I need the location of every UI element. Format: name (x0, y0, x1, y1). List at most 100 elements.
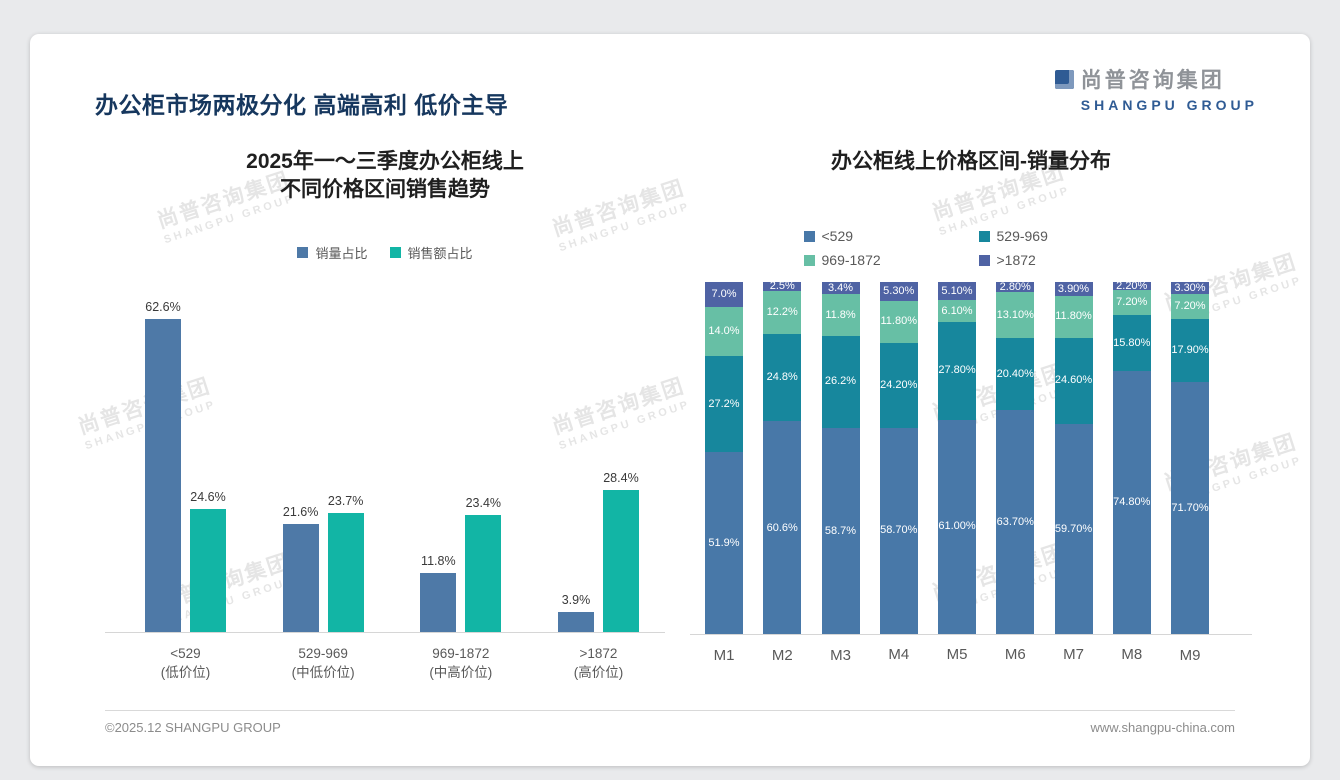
month-label: M4 (888, 646, 910, 664)
stacked-bar: 7.0% 14.0% 27.2% 51.9% (705, 282, 743, 635)
segment-<529: 60.6% (763, 421, 802, 635)
segment-value-label: 24.8% (766, 371, 798, 384)
segment-529-969: 20.40% (996, 338, 1035, 411)
category-tier: (高价位) (573, 665, 624, 681)
segment-value-label: 27.2% (708, 397, 740, 410)
segment-<529: 51.9% (705, 451, 743, 635)
month-label: M2 (771, 646, 793, 664)
bar-pair: 62.6% 24.6% (145, 274, 226, 632)
segment->1872: 3.30% (1171, 282, 1209, 294)
segment-value-label: 3.30% (1174, 281, 1206, 294)
bar-column: 23.7% (327, 494, 364, 632)
segment-969-1872: 13.10% (996, 292, 1035, 339)
bar-value-label: 3.9% (561, 593, 591, 608)
bar-销量占比 (145, 318, 181, 632)
segment-value-label: 2.80% (999, 280, 1031, 293)
x-axis-line (690, 634, 1252, 636)
segment-value-label: 6.10% (941, 304, 973, 317)
stacked-bar: 2.20% 7.20% 15.80% 74.80% (1112, 279, 1151, 635)
segment-969-1872: 6.10% (938, 300, 976, 322)
bar-column: 24.6% (190, 490, 226, 632)
bar-销售额占比 (602, 489, 639, 632)
category-label: <529 (低价位) (161, 644, 211, 683)
segment-value-label: 59.70% (1054, 522, 1093, 535)
segment->1872: 7.0% (705, 282, 743, 307)
segment-value-label: 5.10% (941, 284, 973, 297)
stacked-bar-chart-section: 办公柜线上价格区间-销量分布 <529 529-969 969-1872 >1872 … (690, 144, 1252, 664)
stacked-bar: 3.30% 7.20% 17.90% 71.70% (1171, 282, 1209, 635)
month-label: M7 (1063, 646, 1084, 664)
segment-<529: 58.7% (821, 428, 860, 635)
segment-value-label: 7.0% (711, 288, 737, 301)
segment-<529: 61.00% (938, 419, 976, 635)
bar-value-label: 11.8% (421, 553, 456, 568)
bar-value-label: 21.6% (282, 504, 319, 519)
segment-value-label: 74.80% (1113, 496, 1151, 509)
x-axis-line (105, 631, 665, 633)
segment->1872: 3.90% (1054, 282, 1093, 297)
left-chart-plot: 62.6% 24.6% <529 (低价位) 21.6% 23.7% 529-969 (中低价… (105, 274, 665, 683)
segment-value-label: 17.90% (1171, 344, 1209, 357)
bar-销量占比 (557, 612, 594, 632)
category-range: >1872 (579, 645, 618, 661)
category-range: <529 (170, 645, 201, 661)
segment-<529: 74.80% (1112, 371, 1151, 635)
stacked-bar: 3.4% 11.8% 26.2% 58.7% (821, 282, 860, 635)
category-range: 969-1872 (432, 645, 490, 661)
legend-swatch-icon (389, 246, 401, 258)
category-label: 529-969 (中低价位) (292, 644, 355, 683)
grouped-bar-chart-section: 2025年一～三季度办公柜线上 不同价格区间销售趋势 销量占比 销售额占比 62.… (105, 144, 665, 683)
legend-item-销量占比: 销量占比 (297, 243, 368, 262)
segment-value-label: 51.9% (708, 536, 740, 549)
segment-value-label: 11.80% (1055, 310, 1092, 323)
segment-529-969: 17.90% (1171, 319, 1209, 383)
segment-value-label: 58.7% (824, 524, 857, 537)
legend-label: <529 (821, 228, 854, 245)
company-logo: 尚普咨询集团 SHANGPU GROUP (1054, 64, 1258, 113)
bar-value-label: 23.4% (465, 495, 502, 510)
segment-value-label: 61.00% (938, 520, 976, 533)
segment-value-label: 15.80% (1113, 336, 1151, 349)
stacked-bar-group-M1: 7.0% 14.0% 27.2% 51.9% M1 (705, 282, 743, 664)
bar-group->1872: 3.9% 28.4% >1872 (高价位) (557, 274, 639, 683)
legend-label: 销售额占比 (407, 245, 473, 261)
segment-value-label: 7.20% (1174, 300, 1206, 313)
category-label: 969-1872 (中高价位) (429, 644, 492, 683)
segment->1872: 2.80% (996, 280, 1035, 293)
slide-card: 尚普咨询集团 SHANGPU GROUP 尚普咨询集团 SHANGPU GROUP 尚普… (30, 34, 1310, 766)
left-chart-title-line1: 2025年一～三季度办公柜线上 (246, 150, 524, 173)
segment-<529: 58.70% (879, 427, 918, 635)
bar-column: 23.4% (465, 495, 502, 632)
legend-label: 969-1872 (821, 252, 881, 269)
month-label: M8 (1121, 646, 1143, 664)
stacked-bars-row: 7.0% 14.0% 27.2% 51.9% M1 2.5% 12.2% 24.8% 60.6%… (690, 279, 1252, 664)
left-chart-title: 2025年一～三季度办公柜线上 不同价格区间销售趋势 (105, 148, 665, 205)
segment-969-1872: 11.80% (879, 300, 918, 343)
footer-website: www.shangpu-china.com (1090, 720, 1235, 735)
segment-<529: 71.70% (1171, 382, 1209, 635)
segment-value-label: 12.2% (766, 306, 798, 319)
bar-销售额占比 (465, 514, 502, 632)
stacked-bar-group-M7: 3.90% 11.80% 24.60% 59.70% M7 (1054, 282, 1093, 664)
segment-529-969: 15.80% (1112, 315, 1151, 372)
category-label: >1872 (高价位) (574, 644, 624, 683)
slide-footer: ©2025.12 SHANGPU GROUP www.shangpu-china… (105, 710, 1235, 735)
logo-mark-icon (1054, 69, 1074, 89)
bar-column: 62.6% (145, 300, 181, 632)
bar-销售额占比 (190, 508, 226, 632)
footer-copyright: ©2025.12 SHANGPU GROUP (105, 720, 281, 735)
logo-text-cn: 尚普咨询集团 (1080, 69, 1225, 92)
segment-value-label: 26.2% (824, 375, 857, 388)
segment-value-label: 24.20% (880, 378, 918, 391)
bar-group-529-969: 21.6% 23.7% 529-969 (中低价位) (282, 274, 364, 683)
bar-column: 11.8% (420, 553, 457, 632)
month-label: M5 (946, 646, 968, 664)
segment-value-label: 27.80% (938, 364, 976, 377)
month-label: M1 (713, 646, 735, 664)
segment-969-1872: 7.20% (1112, 290, 1151, 316)
legend-swatch-icon (803, 230, 815, 242)
stacked-bar: 5.10% 6.10% 27.80% 61.00% (938, 282, 976, 635)
segment-value-label: 2.20% (1116, 279, 1148, 292)
segment-value-label: 2.5% (769, 280, 795, 293)
segment-value-label: 3.90% (1057, 282, 1090, 295)
